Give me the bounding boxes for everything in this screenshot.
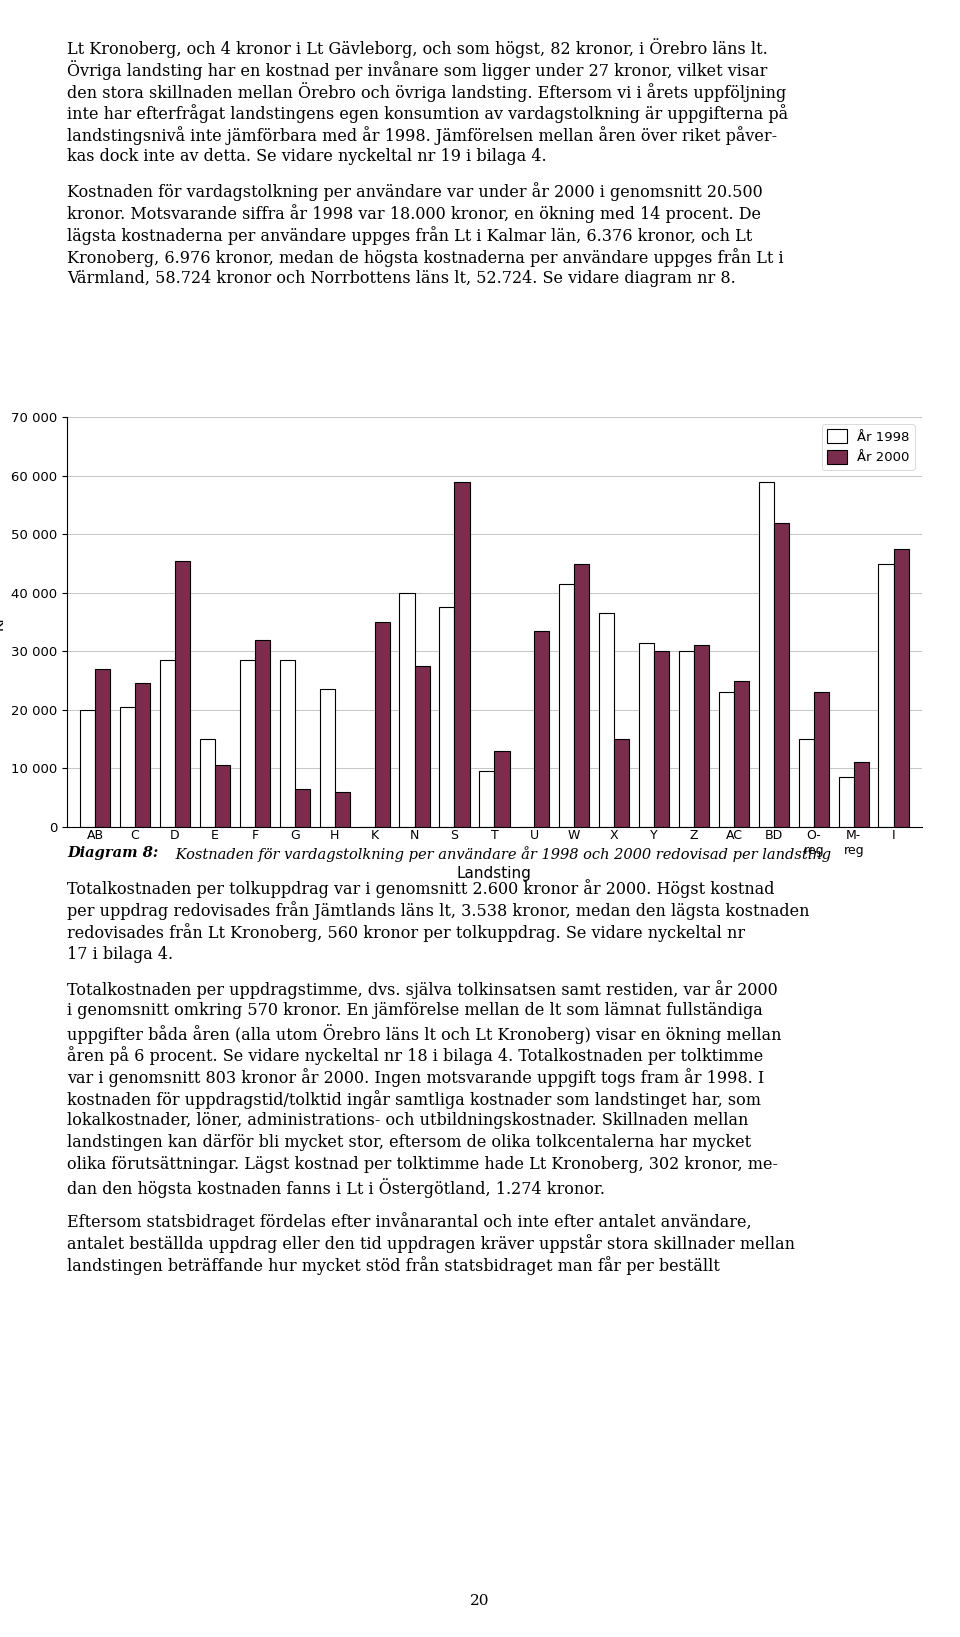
Bar bbox=[215, 766, 230, 827]
Text: per uppdrag redovisades från Jämtlands läns lt, 3.538 kronor, medan den lägsta k: per uppdrag redovisades från Jämtlands l… bbox=[67, 902, 809, 920]
Bar bbox=[574, 563, 589, 827]
Bar bbox=[694, 645, 709, 827]
X-axis label: Landsting: Landsting bbox=[457, 866, 532, 881]
Bar bbox=[599, 614, 614, 827]
Bar bbox=[614, 738, 630, 827]
Text: lokalkostnader, löner, administrations- och utbildningskostnader. Skillnaden mel: lokalkostnader, löner, administrations- … bbox=[67, 1112, 749, 1130]
Text: lägsta kostnaderna per användare uppges från Lt i Kalmar län, 6.376 kronor, och : lägsta kostnaderna per användare uppges … bbox=[67, 226, 753, 246]
Text: landstingen kan därför bli mycket stor, eftersom de olika tolkcentalerna har myc: landstingen kan därför bli mycket stor, … bbox=[67, 1134, 752, 1151]
Bar bbox=[295, 789, 310, 827]
Text: landstingsnivå inte jämförbara med år 1998. Jämförelsen mellan åren över riket p: landstingsnivå inte jämförbara med år 19… bbox=[67, 126, 778, 144]
Bar bbox=[279, 660, 295, 827]
Text: i genomsnitt omkring 570 kronor. En jämförelse mellan de lt som lämnat fullständ: i genomsnitt omkring 570 kronor. En jämf… bbox=[67, 1002, 763, 1018]
Text: kostnaden för uppdragstid/tolktid ingår samtliga kostnader som landstinget har, : kostnaden för uppdragstid/tolktid ingår … bbox=[67, 1090, 761, 1108]
Text: 20: 20 bbox=[470, 1593, 490, 1608]
Text: antalet beställda uppdrag eller den tid uppdragen kräver uppstår stora skillnade: antalet beställda uppdrag eller den tid … bbox=[67, 1234, 795, 1254]
Bar bbox=[135, 684, 151, 827]
Bar bbox=[320, 689, 335, 827]
Text: Kostnaden för vardagstolkning per användare var under år 2000 i genomsnitt 20.50: Kostnaden för vardagstolkning per använd… bbox=[67, 182, 763, 201]
Bar bbox=[415, 666, 430, 827]
Bar bbox=[814, 692, 829, 827]
Bar bbox=[679, 652, 694, 827]
Text: olika förutsättningar. Lägst kostnad per tolktimme hade Lt Kronoberg, 302 kronor: olika förutsättningar. Lägst kostnad per… bbox=[67, 1156, 779, 1174]
Bar bbox=[774, 522, 789, 827]
Bar bbox=[654, 652, 669, 827]
Bar bbox=[734, 681, 749, 827]
Legend: År 1998, År 2000: År 1998, År 2000 bbox=[822, 424, 915, 470]
Text: var i genomsnitt 803 kronor år 2000. Ingen motsvarande uppgift togs fram år 1998: var i genomsnitt 803 kronor år 2000. Ing… bbox=[67, 1067, 764, 1087]
Bar bbox=[200, 738, 215, 827]
Text: uppgifter båda åren (alla utom Örebro läns lt och Lt Kronoberg) visar en ökning : uppgifter båda åren (alla utom Örebro lä… bbox=[67, 1023, 781, 1044]
Y-axis label: Kr: Kr bbox=[0, 614, 6, 630]
Text: Diagram 8:: Diagram 8: bbox=[67, 846, 158, 861]
Bar bbox=[639, 642, 654, 827]
Text: Totalkostnaden per tolkuppdrag var i genomsnitt 2.600 kronor år 2000. Högst kost: Totalkostnaden per tolkuppdrag var i gen… bbox=[67, 879, 775, 899]
Text: kronor. Motsvarande siffra år 1998 var 18.000 kronor, en ökning med 14 procent. : kronor. Motsvarande siffra år 1998 var 1… bbox=[67, 205, 761, 223]
Bar bbox=[494, 751, 510, 827]
Bar bbox=[535, 630, 549, 827]
Text: Totalkostnaden per uppdragstimme, dvs. själva tolkinsatsen samt restiden, var år: Totalkostnaden per uppdragstimme, dvs. s… bbox=[67, 979, 778, 999]
Bar bbox=[240, 660, 254, 827]
Text: den stora skillnaden mellan Örebro och övriga landsting. Eftersom vi i årets upp: den stora skillnaden mellan Örebro och ö… bbox=[67, 82, 786, 101]
Bar bbox=[440, 607, 454, 827]
Text: Eftersom statsbidraget fördelas efter invånarantal och inte efter antalet använd: Eftersom statsbidraget fördelas efter in… bbox=[67, 1213, 752, 1231]
Bar bbox=[878, 563, 894, 827]
Bar bbox=[374, 622, 390, 827]
Bar bbox=[254, 640, 270, 827]
Bar bbox=[95, 670, 110, 827]
Text: Värmland, 58.724 kronor och Norrbottens läns lt, 52.724. Se vidare diagram nr 8.: Värmland, 58.724 kronor och Norrbottens … bbox=[67, 270, 736, 286]
Bar bbox=[120, 707, 135, 827]
Text: kas dock inte av detta. Se vidare nyckeltal nr 19 i bilaga 4.: kas dock inte av detta. Se vidare nyckel… bbox=[67, 147, 547, 165]
Bar bbox=[758, 481, 774, 827]
Bar bbox=[894, 548, 909, 827]
Text: inte har efterfrågat landstingens egen konsumtion av vardagstolkning är uppgifte: inte har efterfrågat landstingens egen k… bbox=[67, 103, 788, 123]
Bar bbox=[838, 778, 853, 827]
Text: 17 i bilaga 4.: 17 i bilaga 4. bbox=[67, 946, 174, 963]
Bar bbox=[399, 593, 415, 827]
Bar bbox=[719, 692, 734, 827]
Bar bbox=[559, 584, 574, 827]
Bar bbox=[479, 771, 494, 827]
Text: Övriga landsting har en kostnad per invånare som ligger under 27 kronor, vilket : Övriga landsting har en kostnad per invå… bbox=[67, 59, 768, 80]
Text: Lt Kronoberg, och 4 kronor i Lt Gävleborg, och som högst, 82 kronor, i Örebro lä: Lt Kronoberg, och 4 kronor i Lt Gävlebor… bbox=[67, 38, 768, 57]
Bar bbox=[454, 481, 469, 827]
Text: dan den högsta kostnaden fanns i Lt i Östergötland, 1.274 kronor.: dan den högsta kostnaden fanns i Lt i Ös… bbox=[67, 1179, 605, 1198]
Text: Kostnaden för vardagstolkning per användare år 1998 och 2000 redovisad per lands: Kostnaden för vardagstolkning per använd… bbox=[171, 846, 831, 863]
Bar bbox=[80, 710, 95, 827]
Bar bbox=[335, 792, 349, 827]
Bar bbox=[175, 560, 190, 827]
Text: landstingen beträffande hur mycket stöd från statsbidraget man får per beställt: landstingen beträffande hur mycket stöd … bbox=[67, 1256, 720, 1275]
Text: åren på 6 procent. Se vidare nyckeltal nr 18 i bilaga 4. Totalkostnaden per tolk: åren på 6 procent. Se vidare nyckeltal n… bbox=[67, 1046, 763, 1064]
Bar bbox=[853, 763, 869, 827]
Bar bbox=[799, 738, 814, 827]
Bar bbox=[159, 660, 175, 827]
Text: Kronoberg, 6.976 kronor, medan de högsta kostnaderna per användare uppges från L: Kronoberg, 6.976 kronor, medan de högsta… bbox=[67, 249, 783, 267]
Text: redovisades från Lt Kronoberg, 560 kronor per tolkuppdrag. Se vidare nyckeltal n: redovisades från Lt Kronoberg, 560 krono… bbox=[67, 923, 745, 943]
